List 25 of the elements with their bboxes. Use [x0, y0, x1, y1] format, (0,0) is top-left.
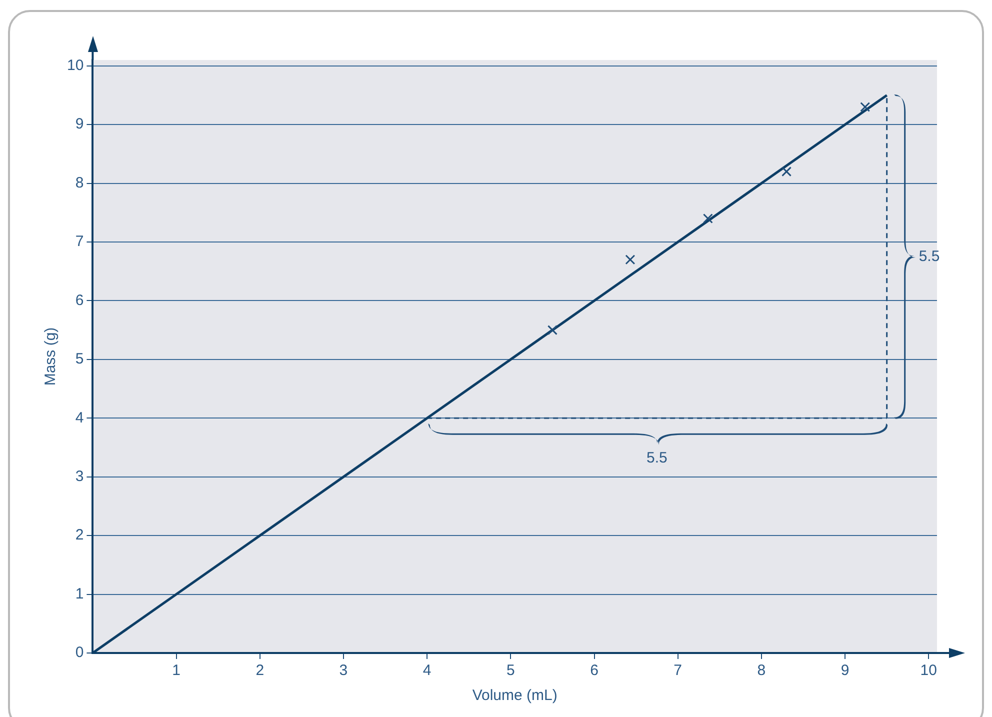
- x-tick-label: 3: [339, 662, 348, 680]
- annotation: 5.5: [918, 248, 940, 265]
- y-tick-label: 1: [75, 585, 84, 602]
- y-tick-label: 2: [75, 526, 84, 544]
- y-axis-title: Mass (g): [42, 327, 60, 386]
- y-tick-label: 7: [75, 233, 84, 250]
- x-tick-label: 7: [674, 662, 682, 680]
- annotation: 5.5: [646, 449, 668, 466]
- y-tick-label: 6: [75, 292, 84, 309]
- y-tick-label: 9: [75, 116, 84, 133]
- x-tick-label: 2: [256, 662, 264, 680]
- x-tick-label: 9: [840, 662, 850, 680]
- x-tick-label: 5: [506, 662, 515, 680]
- y-tick-label: 0: [75, 644, 84, 662]
- y-tick-label: 3: [75, 468, 84, 485]
- y-tick-label: 4: [75, 409, 84, 426]
- y-tick-label: 5: [75, 350, 84, 368]
- x-axis-title: Volume (mL): [472, 687, 558, 704]
- x-tick-label: 6: [590, 662, 598, 680]
- y-tick-label: 8: [75, 174, 84, 192]
- x-tick-label: 8: [757, 662, 766, 680]
- x-tick-label: 4: [422, 662, 432, 680]
- y-tick-label: 10: [66, 57, 84, 74]
- x-tick-label: 1: [172, 662, 180, 680]
- x-tick-label: 10: [920, 662, 937, 680]
